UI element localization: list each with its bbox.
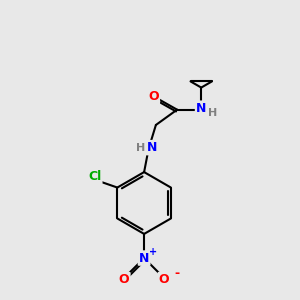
- Text: Cl: Cl: [88, 170, 101, 183]
- Text: -: -: [174, 268, 180, 281]
- Text: O: O: [119, 273, 129, 286]
- Text: N: N: [147, 141, 157, 154]
- Text: H: H: [136, 142, 145, 153]
- Text: +: +: [149, 247, 158, 256]
- Text: N: N: [196, 102, 206, 115]
- Text: O: O: [148, 91, 159, 103]
- Text: H: H: [208, 108, 217, 118]
- Text: N: N: [139, 252, 149, 265]
- Text: O: O: [159, 273, 170, 286]
